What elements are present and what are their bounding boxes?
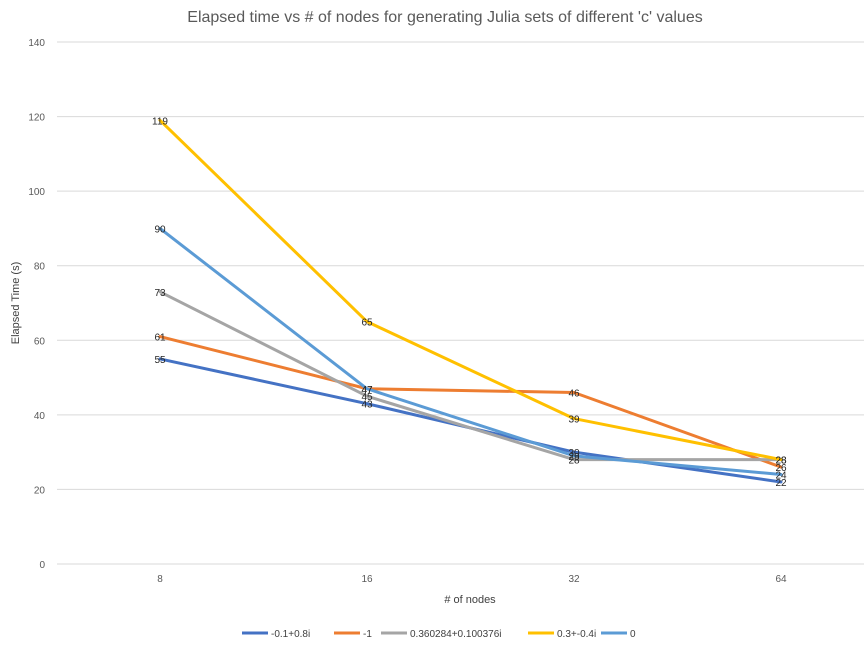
data-label: 47 xyxy=(361,385,373,396)
legend-entry: 0.360284+0.100376i xyxy=(410,629,501,640)
y-tick-label: 100 xyxy=(28,187,45,198)
x-tick-label: 64 xyxy=(775,574,787,585)
series-line-1 xyxy=(158,335,783,469)
y-axis-title: Elapsed Time (s) xyxy=(10,262,22,345)
series-line-4 xyxy=(158,226,783,477)
x-axis-ticks: 8 16 32 64 xyxy=(157,574,787,585)
data-label: 61 xyxy=(154,333,166,344)
data-label: 119 xyxy=(152,116,168,127)
x-axis-title: # of nodes xyxy=(444,594,496,606)
x-tick-label: 16 xyxy=(361,574,373,585)
legend-entry: -1 xyxy=(363,629,372,640)
y-tick-label: 80 xyxy=(34,262,46,273)
data-label: 29 xyxy=(568,452,580,463)
legend: -0.1+0.8i -1 0.360284+0.100376i 0.3+-0.4i 0 xyxy=(242,629,636,640)
legend-entry: 0.3+-0.4i xyxy=(557,629,596,640)
data-label: 90 xyxy=(154,224,166,235)
data-label: 26 xyxy=(775,463,787,474)
data-label: 28 xyxy=(775,456,787,467)
y-tick-label: 40 xyxy=(34,411,46,422)
data-label: 65 xyxy=(361,318,373,329)
data-label: 46 xyxy=(568,388,580,399)
data-label: 22 xyxy=(775,478,787,489)
x-tick-label: 8 xyxy=(157,574,163,585)
series-line-0 xyxy=(158,357,783,484)
series-line-2 xyxy=(158,290,783,462)
data-label: 43 xyxy=(361,400,373,411)
y-axis-ticks: 0 20 40 60 80 100 120 140 xyxy=(28,38,45,571)
x-tick-label: 32 xyxy=(568,574,580,585)
data-label: 55 xyxy=(154,355,166,366)
series-lines xyxy=(158,118,783,484)
legend-entry: -0.1+0.8i xyxy=(271,629,310,640)
data-label: 45 xyxy=(361,392,373,403)
y-tick-label: 20 xyxy=(34,485,46,496)
y-tick-label: 60 xyxy=(34,336,46,347)
y-tick-label: 140 xyxy=(28,38,45,49)
data-label: 47 xyxy=(361,385,373,396)
data-label: 24 xyxy=(775,471,787,482)
y-tick-label: 120 xyxy=(28,113,45,124)
data-label: 28 xyxy=(775,456,787,467)
data-label: 28 xyxy=(568,456,580,467)
y-tick-label: 0 xyxy=(39,560,45,571)
series-line-3 xyxy=(158,118,783,462)
data-label: 39 xyxy=(568,415,580,426)
legend-entry: 0 xyxy=(630,629,636,640)
data-label: 30 xyxy=(568,448,580,459)
gridlines xyxy=(57,41,864,565)
data-label: 73 xyxy=(154,288,166,299)
chart-title: Elapsed time vs # of nodes for generatin… xyxy=(187,9,702,26)
